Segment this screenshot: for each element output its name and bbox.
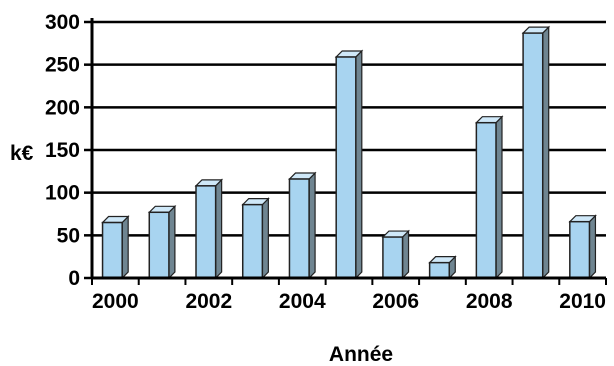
x-tick-label: 2008 (466, 290, 513, 313)
y-tick-label: 150 (45, 139, 80, 162)
bar-front (241, 203, 264, 279)
x-tick-label: 2010 (559, 290, 606, 313)
bar-side (495, 115, 503, 280)
x-tick-label: 2006 (372, 290, 419, 313)
y-axis-label: k€ (10, 142, 34, 165)
bar-front (288, 178, 310, 279)
bar (568, 214, 597, 280)
y-tick-labels: 0 50 100 150 200 250 300 (45, 11, 92, 290)
x-tick-label: 2004 (279, 290, 326, 313)
bar (521, 25, 551, 280)
bar-side (261, 197, 269, 280)
x-tick-labels: 2000 2002 2004 2006 2008 2010 (91, 278, 607, 313)
bar (241, 197, 270, 280)
y-tick-label: 300 (45, 11, 80, 34)
bar-front (195, 185, 217, 279)
y-tick-label: 200 (45, 96, 80, 119)
bar (147, 204, 177, 280)
bar-side (121, 215, 129, 280)
y-tick-label: 100 (45, 182, 80, 205)
x-tick-label: 2002 (185, 290, 232, 313)
bar-front (522, 32, 544, 279)
y-tick-label: 50 (57, 224, 80, 247)
bar (101, 215, 130, 280)
bar-front (475, 121, 497, 279)
bar (288, 171, 317, 280)
bar-side (401, 229, 410, 280)
bar (474, 115, 504, 280)
bar-side (168, 204, 176, 280)
bar-side (355, 49, 363, 280)
bar-side (542, 25, 550, 280)
bar-side (588, 214, 597, 280)
bar (381, 229, 410, 280)
bar-front (428, 261, 451, 279)
bar (194, 178, 224, 280)
bar-front (101, 221, 123, 279)
bar (428, 255, 457, 280)
bar-front (148, 211, 170, 279)
bars (101, 25, 597, 280)
bar-front (569, 220, 591, 279)
x-tick-label: 2000 (92, 290, 139, 313)
bar-side (308, 171, 316, 280)
bar-side (215, 178, 223, 280)
bar (334, 49, 364, 280)
bar-front (335, 56, 357, 279)
bar-front (382, 236, 404, 279)
y-tick-label: 0 (68, 267, 80, 290)
y-tick-label: 250 (45, 54, 80, 77)
x-axis-label: Année (329, 343, 393, 366)
